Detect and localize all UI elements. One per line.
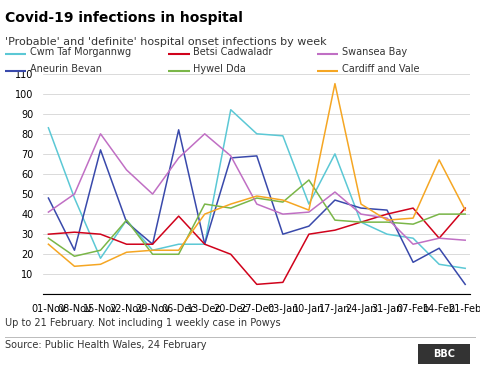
Text: Aneurin Bevan: Aneurin Bevan <box>30 64 102 74</box>
Text: Covid-19 infections in hospital: Covid-19 infections in hospital <box>5 11 243 25</box>
Text: 'Probable' and 'definite' hospital onset infections by week: 'Probable' and 'definite' hospital onset… <box>5 37 326 47</box>
Text: Cardiff and Vale: Cardiff and Vale <box>342 64 419 74</box>
Text: Swansea Bay: Swansea Bay <box>342 47 407 57</box>
Text: BBC: BBC <box>433 349 455 359</box>
Text: Hywel Dda: Hywel Dda <box>193 64 246 74</box>
Text: Up to 21 February. Not including 1 weekly case in Powys: Up to 21 February. Not including 1 weekl… <box>5 318 280 328</box>
Text: Betsi Cadwaladr: Betsi Cadwaladr <box>193 47 272 57</box>
Text: Source: Public Health Wales, 24 February: Source: Public Health Wales, 24 February <box>5 340 206 350</box>
Text: Cwm Taf Morgannwg: Cwm Taf Morgannwg <box>30 47 131 57</box>
